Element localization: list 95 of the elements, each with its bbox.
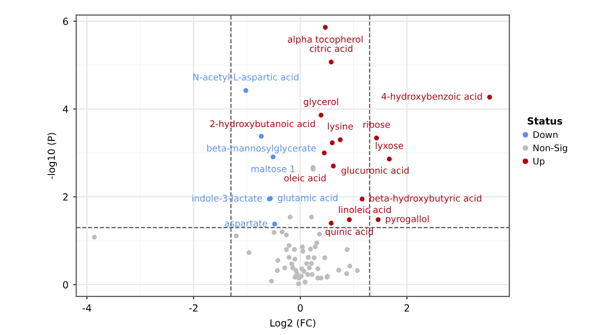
point — [298, 274, 304, 279]
annotation: citric acid — [310, 44, 352, 52]
point — [306, 255, 311, 260]
annotation: indole-3-lactate — [192, 194, 262, 202]
annotation: beta-mannosylglycerate — [207, 144, 316, 154]
point — [234, 233, 239, 238]
point — [292, 256, 298, 262]
point — [374, 136, 379, 140]
point — [309, 261, 314, 266]
annotation: ribose — [363, 120, 390, 128]
point — [318, 112, 324, 118]
annotation: linoleic acid — [339, 206, 391, 214]
point — [306, 266, 312, 270]
point — [310, 272, 314, 277]
x-tick-label: -2 — [189, 304, 198, 312]
point — [286, 255, 292, 260]
point — [336, 268, 342, 273]
point — [330, 164, 336, 168]
point — [360, 196, 365, 202]
point — [289, 262, 294, 266]
point — [302, 280, 308, 284]
point — [92, 234, 97, 240]
point — [330, 140, 335, 146]
annotation: maltose 1 — [252, 165, 295, 172]
point — [286, 243, 292, 248]
point — [288, 214, 293, 220]
annotation: 2-hydroxybutanoic acid — [210, 120, 315, 129]
point — [376, 217, 381, 222]
legend-title: Status — [528, 117, 562, 125]
point — [315, 266, 320, 272]
annotation: glucuronic acid — [341, 166, 409, 176]
point — [300, 248, 306, 254]
point — [292, 247, 297, 252]
point — [317, 232, 322, 237]
annotation: pyrogallol — [386, 215, 429, 224]
x-tick-label: -4 — [82, 304, 92, 312]
annotation: oleic acid — [284, 174, 326, 182]
point — [354, 268, 360, 273]
legend-label: Up — [533, 158, 544, 166]
x-tick-label: 2 — [404, 304, 410, 312]
y-tick-label: 2 — [63, 193, 68, 201]
point — [272, 222, 278, 226]
point — [328, 60, 334, 64]
point — [246, 250, 252, 255]
point — [305, 272, 310, 277]
x-axis-title: Log2 (FC) — [270, 319, 316, 328]
annotation: beta-hydroxybutyric acid — [370, 194, 482, 204]
point — [299, 266, 304, 272]
y-tick-label: 0 — [63, 281, 68, 288]
annotation: N-acetyl-L-aspartic acid — [193, 74, 298, 82]
point — [272, 230, 277, 235]
point — [322, 255, 328, 260]
point — [314, 240, 320, 246]
point — [300, 244, 305, 250]
y-axis-title: -log10 (P) — [47, 132, 57, 179]
point — [322, 24, 328, 30]
point — [282, 266, 288, 270]
annotation: glycerol — [304, 98, 338, 107]
point — [347, 264, 352, 269]
point — [274, 268, 280, 273]
point — [338, 137, 343, 142]
point — [284, 247, 289, 252]
annotation: 4-hydroxybenzoic acid — [382, 92, 482, 102]
point — [309, 214, 314, 220]
annotation: lysine — [328, 122, 353, 132]
point — [487, 94, 492, 100]
point — [290, 266, 296, 270]
point — [312, 244, 318, 250]
y-tick-label: 6 — [63, 18, 68, 26]
point — [296, 281, 302, 286]
point — [344, 247, 350, 252]
y-tick-label: 4 — [62, 106, 68, 113]
point — [312, 255, 317, 260]
annotation: lyxose — [376, 142, 404, 151]
point — [258, 134, 264, 139]
annotation: aspartate — [224, 220, 268, 228]
annotation: quinic acid — [325, 228, 373, 237]
point — [322, 150, 327, 156]
point — [344, 271, 350, 276]
point — [275, 258, 280, 263]
point — [346, 217, 352, 222]
point — [304, 261, 310, 266]
point — [269, 278, 274, 284]
point — [270, 154, 276, 160]
annotation: alpha tocopherol — [288, 36, 362, 44]
point — [308, 246, 313, 252]
x-tick-label: 0 — [298, 304, 303, 312]
point — [284, 232, 289, 238]
annotation: glutamic acid — [278, 194, 338, 203]
point — [280, 230, 285, 234]
point — [386, 156, 392, 162]
legend-label: Down — [534, 131, 558, 138]
point — [243, 88, 248, 93]
legend-label: Non-Sig — [534, 144, 568, 154]
point — [328, 220, 334, 226]
